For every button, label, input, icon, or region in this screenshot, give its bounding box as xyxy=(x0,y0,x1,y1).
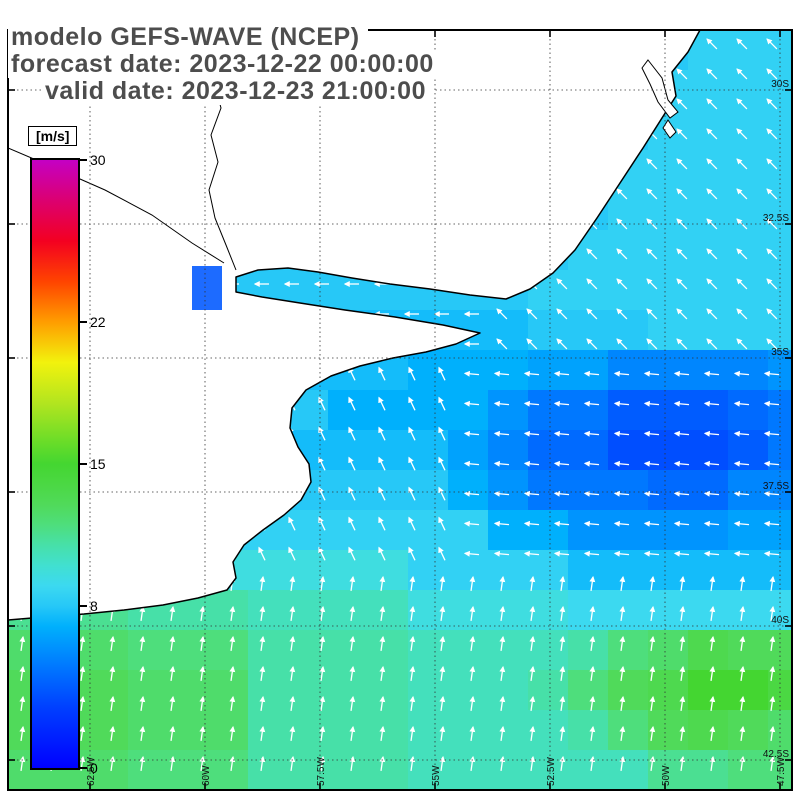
lat-label: 37.5S xyxy=(763,481,789,492)
plot-header: modelo GEFS-WAVE (NCEP) forecast date: 2… xyxy=(8,24,442,105)
lon-label: 50W xyxy=(661,765,672,786)
lon-label: 60W xyxy=(201,765,212,786)
lon-label: 47.5W xyxy=(776,757,787,786)
lon-label: 55W xyxy=(431,765,442,786)
lon-label: 57.5W xyxy=(316,757,327,786)
lon-label: 62.5W xyxy=(86,757,97,786)
valid-date-label: valid date: 2023-12-23 21:00:00 xyxy=(42,78,434,105)
coastal-lagoon xyxy=(641,59,679,119)
estuary-high-value-cell xyxy=(192,266,222,310)
lon-label: 52.5W xyxy=(546,757,557,786)
lat-label: 30S xyxy=(771,79,789,90)
land-mass xyxy=(8,30,701,621)
forecast-date-label: forecast date: 2023-12-22 00:00:00 xyxy=(8,51,442,78)
lat-label: 42.5S xyxy=(763,749,789,760)
lat-label: 35S xyxy=(771,347,789,358)
model-title: modelo GEFS-WAVE (NCEP) xyxy=(8,24,368,51)
grid-lines xyxy=(8,30,792,790)
coastline xyxy=(8,30,701,621)
lat-label: 32.5S xyxy=(763,213,789,224)
map-frame xyxy=(7,29,793,791)
axis-labels: 30S 32.5S 35S 37.5S 40S 42.5S 62.5W 60W 57.5W 55W… xyxy=(86,79,789,786)
lat-label: 40S xyxy=(771,615,789,626)
